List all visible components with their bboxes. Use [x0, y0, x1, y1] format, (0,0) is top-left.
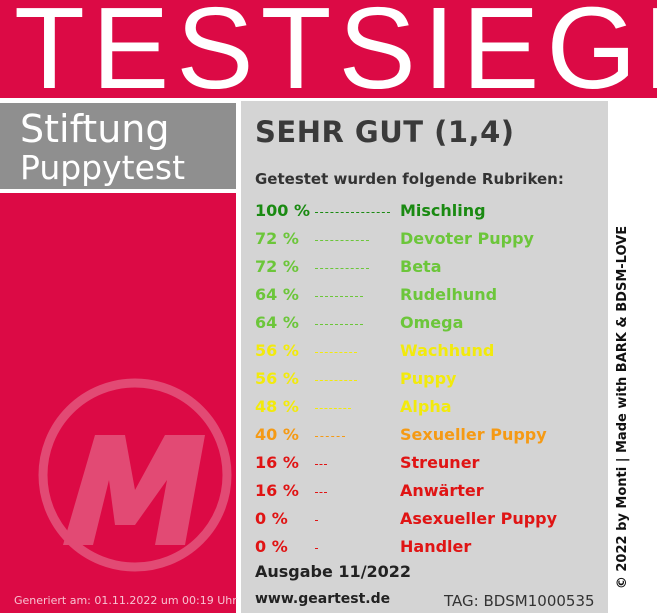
generated-timestamp: Generiert am: 01.11.2022 um 00:19 Uhr	[14, 594, 237, 607]
rubric-percent: 56 %	[255, 341, 299, 360]
copyright-text: © 2022 by Monti | Made with BARK & BDSM-…	[615, 225, 630, 590]
rubric-row: 64 % Rudelhund	[255, 285, 595, 307]
intro-text: Getestet wurden folgende Rubriken:	[255, 170, 564, 188]
rubric-bar	[315, 212, 390, 213]
rubric-row: 0 % Handler	[255, 537, 595, 559]
rubric-percent: 16 %	[255, 453, 299, 472]
tag-label: TAG: BDSM1000535	[444, 592, 595, 610]
rubric-percent: 0 %	[255, 537, 288, 556]
rubric-percent: 72 %	[255, 257, 299, 276]
rubric-name: Asexueller Puppy	[400, 509, 558, 528]
testsieger-banner: TESTSIEGER	[0, 0, 657, 98]
rubric-name: Rudelhund	[400, 285, 498, 304]
rubric-bar	[315, 380, 357, 381]
rubric-percent: 64 %	[255, 285, 299, 304]
banner-title: TESTSIEGER	[14, 0, 657, 98]
rubric-percent: 100 %	[255, 201, 310, 220]
rubric-name: Beta	[400, 257, 442, 276]
rubric-percent: 16 %	[255, 481, 299, 500]
rubric-bar	[315, 240, 369, 241]
rubric-bar	[315, 268, 369, 269]
edition-label: Ausgabe 11/2022	[255, 562, 412, 581]
rubric-name: Streuner	[400, 453, 480, 472]
rubric-row: 48 % Alpha	[255, 397, 595, 419]
rubric-percent: 0 %	[255, 509, 288, 528]
rubric-name: Wachhund	[400, 341, 495, 360]
rubric-percent: 72 %	[255, 229, 299, 248]
rubric-name: Alpha	[400, 397, 452, 416]
rubric-row: 56 % Wachhund	[255, 341, 595, 363]
rubric-bar	[315, 548, 318, 549]
rubric-bar	[315, 492, 327, 493]
rubric-percent: 48 %	[255, 397, 299, 416]
rubric-row: 16 % Streuner	[255, 453, 595, 475]
rubric-bar	[315, 408, 351, 409]
rubric-row: 72 % Devoter Puppy	[255, 229, 595, 251]
rubric-bar	[315, 296, 363, 297]
copyright-vertical: © 2022 by Monti | Made with BARK & BDSM-…	[611, 205, 635, 610]
rubric-name: Puppy	[400, 369, 457, 388]
m-logo-icon	[38, 378, 232, 572]
rubric-bar	[315, 436, 345, 437]
rubric-name: Mischling	[400, 201, 486, 220]
rubric-name: Handler	[400, 537, 472, 556]
rubric-bar	[315, 464, 327, 465]
rubric-percent: 40 %	[255, 425, 299, 444]
seal-line-2: Puppytest	[20, 148, 186, 187]
rubric-row: 56 % Puppy	[255, 369, 595, 391]
website-label: www.geartest.de	[255, 591, 391, 607]
rubric-row: 40 % Sexueller Puppy	[255, 425, 595, 447]
rubric-bar	[315, 324, 363, 325]
rubric-percent: 64 %	[255, 313, 299, 332]
rubric-name: Omega	[400, 313, 464, 332]
results-panel: SEHR GUT (1,4) Getestet wurden folgende …	[241, 101, 608, 613]
rubric-row: 100 % Mischling	[255, 201, 595, 223]
rubric-row: 16 % Anwärter	[255, 481, 595, 503]
rubric-percent: 56 %	[255, 369, 299, 388]
stiftung-seal: Stiftung Puppytest	[0, 101, 236, 189]
rubric-bar	[315, 352, 357, 353]
rubric-row: 64 % Omega	[255, 313, 595, 335]
rubric-row: 72 % Beta	[255, 257, 595, 279]
rubric-row: 0 % Asexueller Puppy	[255, 509, 595, 531]
rubric-bar	[315, 520, 318, 521]
rubric-name: Sexueller Puppy	[400, 425, 547, 444]
grade-heading: SEHR GUT (1,4)	[255, 115, 515, 149]
rubric-name: Devoter Puppy	[400, 229, 534, 248]
seal-line-1: Stiftung	[20, 107, 170, 151]
rubric-name: Anwärter	[400, 481, 484, 500]
